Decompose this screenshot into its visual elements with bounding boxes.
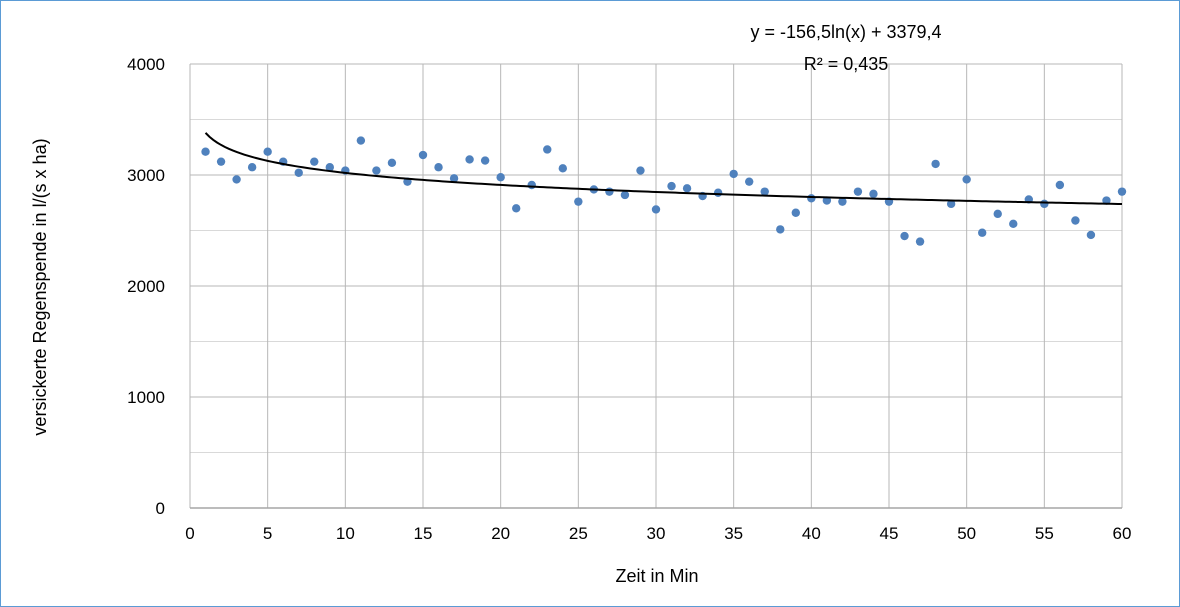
data-point (931, 159, 940, 169)
y-tick-label: 0 (156, 499, 165, 518)
data-point (667, 181, 676, 191)
data-point (682, 184, 692, 193)
trendline (204, 132, 1123, 206)
x-tick-label: 25 (569, 524, 588, 543)
data-point (1009, 219, 1018, 229)
data-point (713, 188, 723, 197)
y-axis-title: versickerte Regenspende in l/(s x ha) (30, 138, 50, 435)
data-point (543, 145, 552, 154)
data-point (745, 177, 754, 186)
data-point (962, 175, 971, 184)
data-point (558, 164, 567, 173)
trendline-r-squared: R² = 0,435 (804, 54, 889, 74)
grid-lines (189, 63, 1123, 508)
data-point (853, 187, 863, 196)
x-tick-label: 20 (491, 524, 510, 543)
data-point (387, 158, 397, 167)
data-point (201, 147, 210, 156)
data-point (512, 204, 521, 213)
x-tick-label: 5 (263, 524, 272, 543)
data-point (1071, 216, 1080, 225)
data-point (418, 150, 428, 160)
data-point (807, 194, 816, 203)
data-point (1040, 199, 1049, 209)
y-tick-label: 3000 (127, 166, 165, 185)
data-point (294, 168, 303, 177)
data-point (946, 199, 956, 209)
data-point (791, 208, 800, 217)
data-point (263, 147, 272, 156)
data-point (605, 187, 614, 196)
tick-labels: 0 5 10 15 20 25 30 35 40 45 50 55 60 0 1000 2000 3000 400… (127, 55, 1131, 543)
data-point (356, 136, 366, 145)
data-point (1102, 196, 1111, 205)
x-tick-label: 40 (802, 524, 821, 543)
data-point (651, 205, 661, 214)
x-tick-label: 55 (1035, 524, 1054, 543)
data-point (310, 157, 319, 166)
data-point (574, 197, 583, 206)
x-tick-label: 50 (957, 524, 976, 543)
data-point (465, 155, 474, 164)
y-tick-label: 4000 (127, 55, 165, 74)
data-point (776, 225, 785, 234)
data-point (496, 173, 505, 182)
data-point (729, 169, 738, 179)
data-point (760, 187, 769, 196)
data-point (869, 189, 878, 199)
data-point (1086, 230, 1096, 240)
data-point (480, 156, 490, 165)
x-tick-label: 30 (647, 524, 666, 543)
trendline-layer (204, 132, 1123, 206)
data-point (527, 180, 536, 190)
data-point (838, 197, 847, 206)
data-point (434, 163, 443, 172)
data-point (978, 228, 987, 237)
x-tick-label: 0 (185, 524, 194, 543)
data-point (620, 190, 630, 200)
x-tick-label: 10 (336, 524, 355, 543)
data-point (636, 166, 645, 175)
x-axis-title: Zeit in Min (615, 566, 698, 586)
data-points (201, 136, 1127, 246)
y-tick-label: 1000 (127, 388, 165, 407)
x-tick-label: 45 (880, 524, 899, 543)
data-point (1117, 187, 1127, 196)
data-point (216, 157, 226, 166)
data-point (1055, 180, 1065, 190)
data-point (993, 209, 1002, 219)
trendline-equation: y = -156,5ln(x) + 3379,4 (750, 22, 941, 42)
x-tick-label: 60 (1113, 524, 1132, 543)
data-point (232, 175, 241, 184)
data-point (900, 231, 909, 241)
data-point (449, 174, 459, 183)
x-tick-label: 15 (414, 524, 433, 543)
data-point (372, 166, 381, 175)
data-point (325, 163, 334, 172)
data-point (247, 163, 257, 172)
x-tick-label: 35 (724, 524, 743, 543)
y-tick-label: 2000 (127, 277, 165, 296)
data-point (915, 237, 925, 246)
